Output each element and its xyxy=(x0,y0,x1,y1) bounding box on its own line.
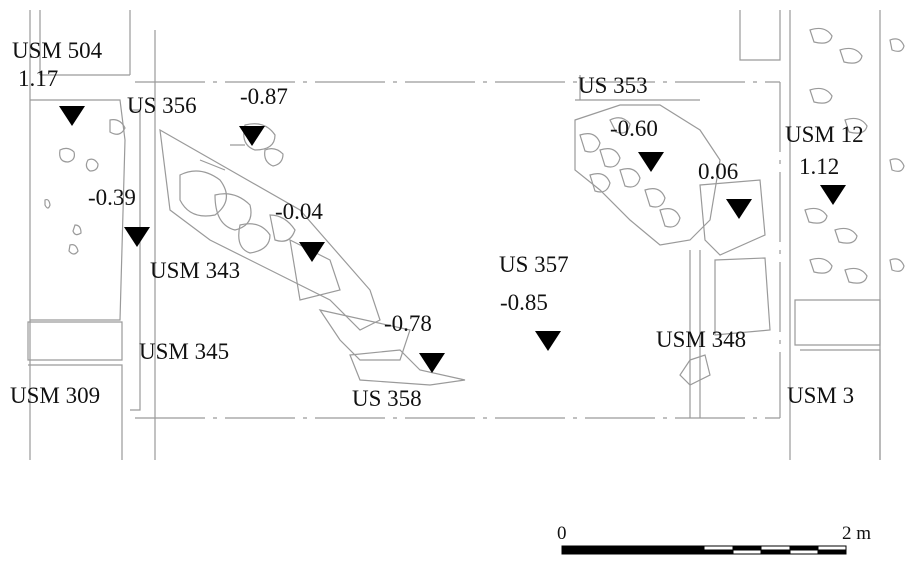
label-us-356: US 356 xyxy=(127,93,197,118)
rubble-us-353 xyxy=(574,75,771,418)
label-us-357-elevation: -0.85 xyxy=(500,290,548,315)
label-usm-309: USM 309 xyxy=(10,383,101,408)
trench-boundary xyxy=(135,81,781,419)
label-usm-504-elevation: 1.17 xyxy=(18,66,59,91)
label-usm-12-elevation: 1.12 xyxy=(799,154,840,179)
elevation-marker xyxy=(299,242,325,262)
label-us-353-elevation: -0.60 xyxy=(610,116,658,141)
label-elevation-004: -0.04 xyxy=(275,199,323,224)
elevation-marker xyxy=(124,227,150,247)
scale-bar-start-label: 0 xyxy=(557,523,567,544)
label-usm-504: USM 504 xyxy=(12,38,103,63)
label-us-353: US 353 xyxy=(578,73,648,98)
label-us-357: US 357 xyxy=(499,252,569,277)
elevation-marker xyxy=(535,331,561,351)
elevation-marker xyxy=(638,152,664,172)
label-elevation-039: -0.39 xyxy=(88,185,136,210)
label-us-358: US 358 xyxy=(352,386,422,411)
elevation-marker xyxy=(726,199,752,219)
label-usm-345: USM 345 xyxy=(139,339,230,364)
elevation-marker xyxy=(820,185,846,205)
label-elevation-078: -0.78 xyxy=(384,311,432,336)
rubble-us-356 xyxy=(159,123,466,386)
label-usm-348: USM 348 xyxy=(656,327,747,352)
label-usm-3: USM 3 xyxy=(787,383,855,408)
wall-usm-12 xyxy=(739,10,905,460)
label-usm-12: USM 12 xyxy=(785,122,864,147)
scale-bar-end-label: 2 m xyxy=(842,523,872,544)
elevation-marker xyxy=(239,126,265,146)
wall-usm-504 xyxy=(27,10,156,460)
scale-bar xyxy=(561,545,847,555)
elevation-marker xyxy=(59,106,85,126)
label-us-356-elevation: -0.87 xyxy=(240,84,288,109)
elevation-marker xyxy=(419,353,445,373)
label-usm-343: USM 343 xyxy=(150,258,241,283)
label-elevation-006: 0.06 xyxy=(698,159,739,184)
